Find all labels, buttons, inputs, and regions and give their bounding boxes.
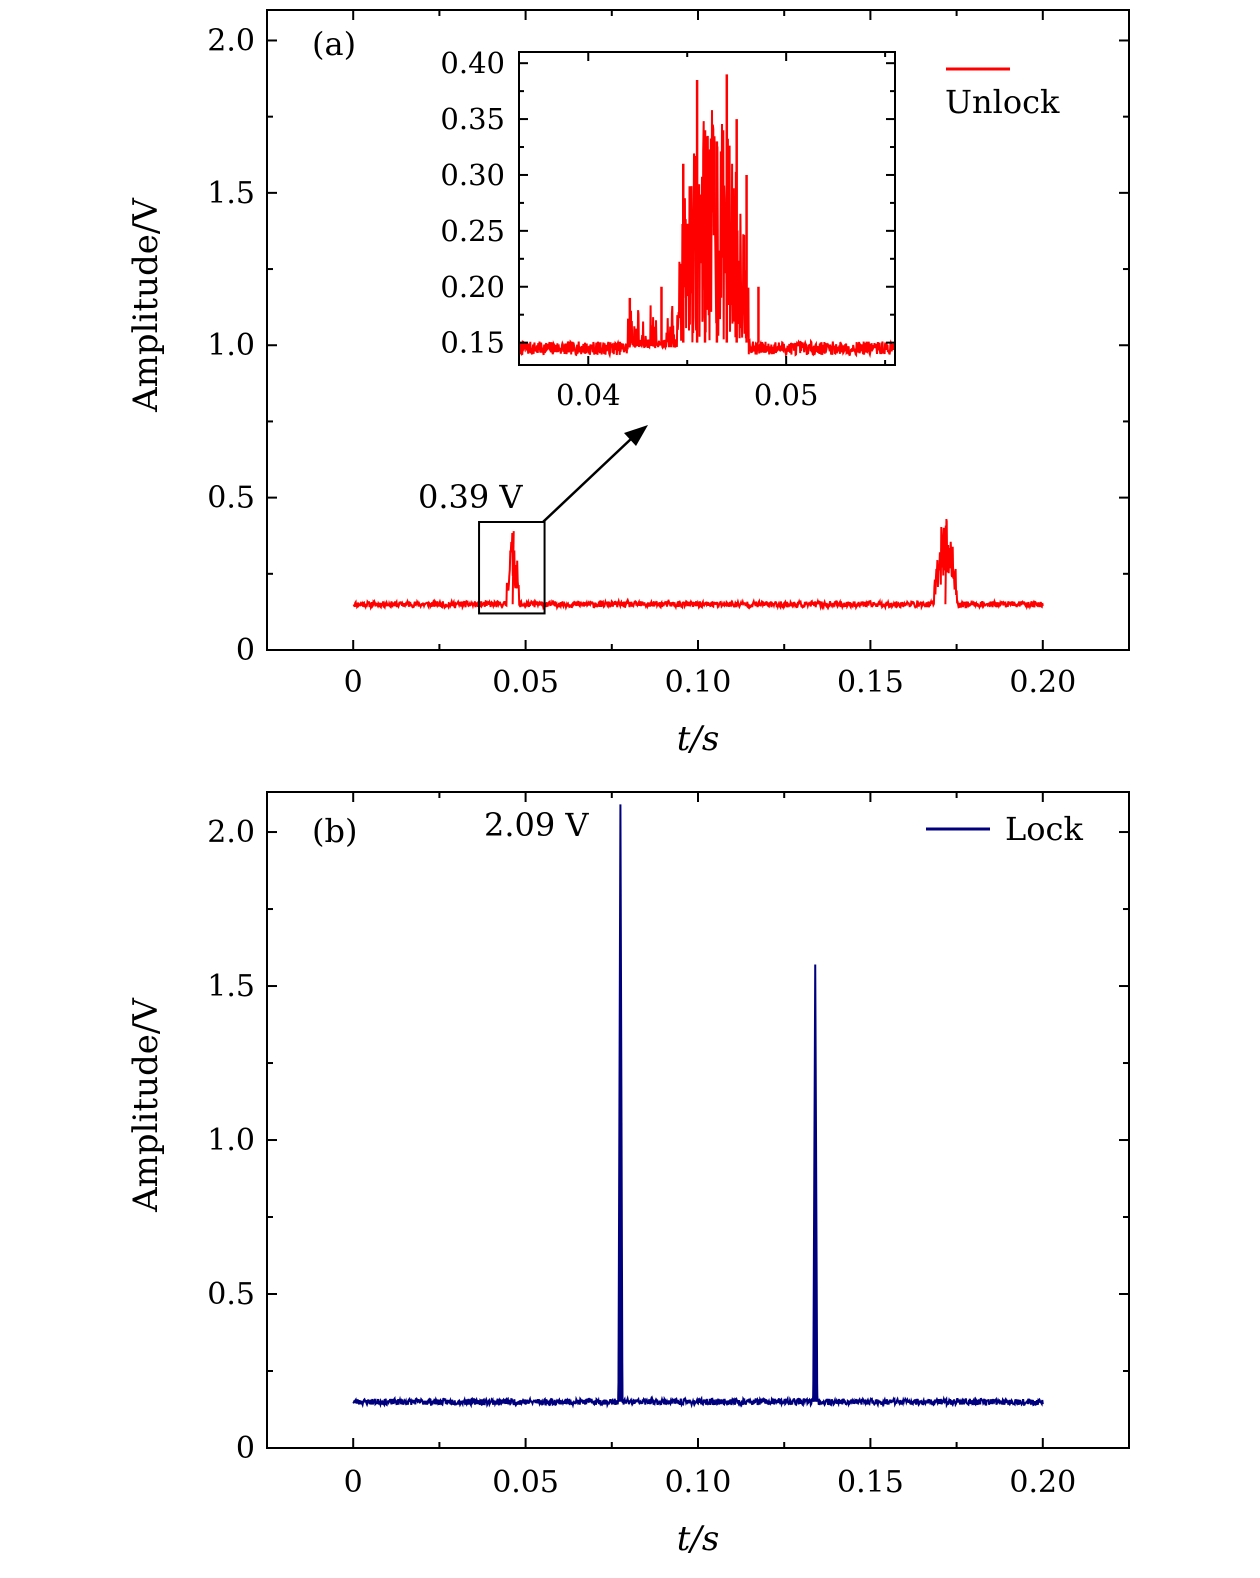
zoom-box [478, 521, 546, 615]
panel-a-ylabel: Amplitude/V [126, 197, 166, 413]
x-tick-label: 0.10 [665, 665, 732, 700]
inset-plot [518, 74, 896, 359]
annotation-lock-peak: 2.09 V [484, 806, 589, 844]
inset-series-line [518, 110, 896, 359]
zoom-arrow-line [542, 437, 633, 523]
x-tick-label: 0.05 [492, 1465, 559, 1500]
inset-frame [518, 51, 896, 366]
panel-a-label: (a) [312, 25, 356, 63]
panel-b-label: (b) [312, 812, 357, 850]
x-tick-label: 0.10 [665, 1465, 732, 1500]
panel-a-plot [352, 518, 1044, 611]
unlock-burst-peak [944, 518, 948, 605]
x-tick-label: 0.20 [1009, 665, 1076, 700]
inset-yticks: 0.15 0.20 0.25 0.30 0.35 0.40 [440, 46, 895, 360]
x-tick-label: 0.04 [556, 378, 621, 412]
zoom-arrow [542, 425, 648, 523]
y-tick-label: 1.0 [207, 328, 255, 363]
lock-peak [617, 804, 624, 1402]
panel-a-legend: Unlock [945, 67, 1060, 121]
y-tick-label: 0.25 [440, 214, 505, 248]
zoom-arrow-head [624, 425, 648, 446]
legend-lock-label: Lock [1005, 810, 1083, 848]
y-tick-label: 0 [236, 1431, 255, 1466]
x-tick-label: 0.15 [837, 665, 904, 700]
x-tick-label: 0.15 [837, 1465, 904, 1500]
y-tick-label: 0.5 [207, 481, 255, 516]
panel-a-yticks: 0 0.5 1.0 1.5 2.0 [207, 23, 1129, 668]
y-tick-label: 0 [236, 633, 255, 668]
y-tick-label: 1.5 [207, 176, 255, 211]
panel-a: 0 0.05 0.10 0.15 0.20 0 0.5 1.0 1.5 2.0 (a) Ampl… [126, 9, 1130, 759]
y-tick-label: 0.20 [440, 270, 505, 304]
x-tick-label: 0.05 [754, 378, 819, 412]
panel-b-legend: Lock [926, 810, 1083, 848]
panel-b-frame [266, 791, 1130, 1449]
series-lock-line [352, 1242, 1044, 1409]
x-tick-label: 0 [344, 665, 363, 700]
y-tick-label: 1.0 [207, 1123, 255, 1158]
unlock-burst-peak [511, 531, 515, 605]
y-tick-label: 2.0 [207, 815, 255, 850]
y-tick-label: 0.30 [440, 158, 505, 192]
y-tick-label: 2.0 [207, 23, 255, 58]
panel-a-xticks: 0 0.05 0.10 0.15 0.20 [266, 10, 1130, 700]
y-tick-label: 0.5 [207, 1277, 255, 1312]
annotation-unlock-peak: 0.39 V [418, 478, 523, 516]
inset-xticks: 0.04 0.05 [556, 52, 887, 412]
inset: 0.04 0.05 0.15 0.20 0.25 0.30 0.35 0.40 [440, 46, 896, 412]
panel-b-yticks: 0 0.5 1.0 1.5 2.0 [207, 815, 1129, 1466]
lock-peak [812, 964, 819, 1402]
panel-b: 0 0.05 0.10 0.15 0.20 0 0.5 1.0 1.5 2.0 (b) Ampl… [126, 791, 1130, 1559]
panel-b-xticks: 0 0.05 0.10 0.15 0.20 [266, 792, 1130, 1500]
panel-b-xlabel: t/s [677, 1519, 720, 1559]
panel-a-xlabel: t/s [677, 719, 720, 759]
x-tick-label: 0 [344, 1465, 363, 1500]
x-tick-label: 0.20 [1009, 1465, 1076, 1500]
panel-b-plot [352, 804, 1044, 1409]
y-tick-label: 0.15 [440, 326, 505, 360]
y-tick-label: 0.40 [440, 46, 505, 80]
y-tick-label: 0.35 [440, 102, 505, 136]
legend-unlock-label: Unlock [945, 83, 1060, 121]
panel-b-ylabel: Amplitude/V [126, 997, 166, 1213]
x-tick-label: 0.05 [492, 665, 559, 700]
y-tick-label: 1.5 [207, 969, 255, 1004]
series-unlock-line [352, 520, 1044, 611]
